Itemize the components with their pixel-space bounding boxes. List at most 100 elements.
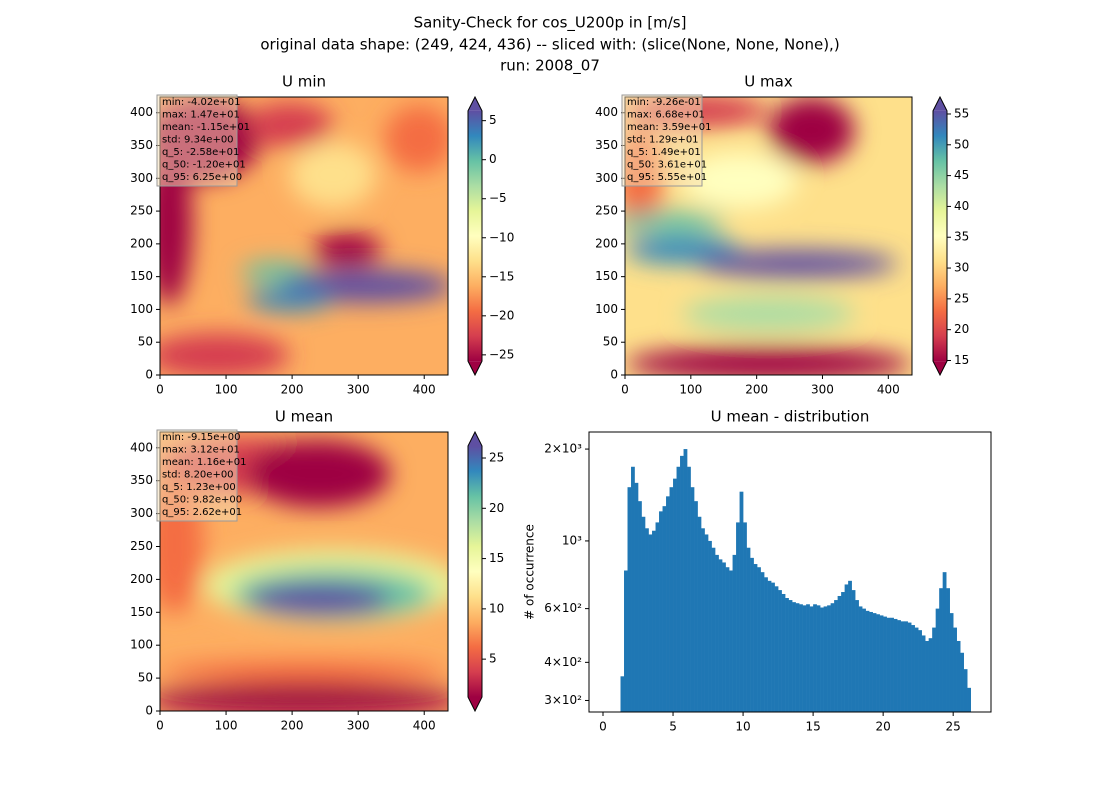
- stats-box: [621, 94, 703, 187]
- heatmap-blob: [240, 261, 310, 284]
- x-tick-label: 300: [347, 719, 370, 733]
- colorbar-tick-label: −10: [489, 230, 514, 244]
- x-tick-label: 300: [347, 383, 370, 397]
- bar: [837, 595, 842, 712]
- bar: [872, 613, 877, 712]
- y-tick-label: 100: [130, 302, 153, 316]
- heatmap-blob: [625, 210, 726, 234]
- colorbar-tick-label: 30: [954, 261, 969, 275]
- axes-title: U max: [744, 73, 793, 91]
- y-tick-label: 300: [130, 506, 153, 520]
- bar: [823, 606, 828, 712]
- bar: [669, 487, 674, 712]
- bar: [704, 534, 709, 712]
- bar: [890, 617, 894, 712]
- colorbar-tick-label: 45: [954, 168, 969, 182]
- stats-line: q_5: 1.49e+01: [627, 147, 701, 158]
- axes-frame: [159, 96, 449, 376]
- colorbar-tick-label: 20: [954, 322, 969, 336]
- colorbar-tick-label: −15: [489, 269, 514, 283]
- bar: [760, 572, 765, 712]
- x-tick-label: 200: [281, 719, 304, 733]
- colorbar-tick-label: 10: [489, 601, 504, 615]
- bar: [806, 604, 810, 712]
- colorbar-frame: [932, 95, 948, 377]
- bar: [694, 501, 698, 712]
- bar: [932, 627, 936, 712]
- bar: [816, 605, 821, 712]
- bar: [855, 600, 859, 712]
- bar: [764, 577, 768, 712]
- x-tick-label: 400: [413, 383, 436, 397]
- bar: [697, 516, 702, 712]
- y-tick-label: 300: [130, 171, 153, 185]
- bar: [785, 598, 789, 712]
- colorbar-frame: [467, 430, 483, 713]
- bar: [739, 491, 744, 712]
- bar: [648, 534, 653, 712]
- y-tick-label: 200: [595, 236, 618, 250]
- y-tick-label: 150: [130, 269, 153, 283]
- bar: [911, 625, 915, 712]
- heatmap-blob: [246, 440, 391, 508]
- stats-line: max: 3.12e+01: [162, 445, 240, 456]
- bar: [652, 530, 656, 712]
- colorbar-tick-label: 5: [489, 652, 497, 666]
- bar: [690, 487, 695, 712]
- stats-line: max: 6.68e+01: [627, 110, 705, 121]
- bar: [729, 570, 733, 712]
- bar: [711, 547, 716, 712]
- suptitle: run: 2008_07: [500, 57, 600, 76]
- stats-line: mean: -1.15e+01: [162, 122, 250, 133]
- heatmap-blob: [384, 105, 448, 173]
- colorbar-tick-label: 50: [954, 137, 969, 151]
- bar: [736, 522, 740, 712]
- bar: [844, 584, 849, 712]
- bar: [813, 604, 817, 712]
- bar: [967, 687, 971, 712]
- colorbar-tick-label: 35: [954, 230, 969, 244]
- stats-line: mean: 3.59e+01: [627, 122, 711, 133]
- axes-frame: [588, 431, 992, 713]
- stats-line: std: 9.34e+00: [162, 135, 234, 146]
- colorbar-frame: [467, 95, 483, 377]
- x-tick-label: 20: [876, 720, 891, 734]
- bar: [715, 554, 719, 712]
- x-tick-label: 25: [946, 720, 961, 734]
- colorbar-extend-max: [468, 97, 482, 111]
- stats-line: q_50: 3.61e+01: [627, 160, 707, 171]
- bar: [886, 617, 891, 712]
- y-tick-label: 350: [595, 138, 618, 152]
- stats-box: [156, 94, 238, 187]
- bar: [946, 588, 950, 712]
- y-tick-label: 0: [145, 704, 153, 718]
- y-tick-label: 3×10²: [544, 693, 582, 707]
- bar: [788, 600, 793, 712]
- x-tick-label: 0: [156, 719, 164, 733]
- y-tick-label: 50: [138, 335, 153, 349]
- stats-line: mean: 1.16e+01: [162, 457, 246, 468]
- bar: [900, 621, 905, 712]
- y-tick-label: 50: [138, 671, 153, 685]
- stats-line: min: -4.02e+01: [162, 97, 241, 108]
- suptitle: Sanity-Check for cos_U200p in [m/s]: [414, 14, 687, 33]
- bar: [680, 455, 684, 712]
- heatmap-blob: [682, 152, 798, 209]
- heatmap-field: [160, 437, 448, 711]
- bar: [942, 572, 947, 712]
- y-tick-label: 2×10³: [544, 442, 582, 456]
- heatmap-blob: [625, 347, 912, 375]
- bar: [904, 621, 908, 712]
- x-tick-label: 300: [811, 383, 834, 397]
- stats-line: q_95: 5.55e+01: [627, 172, 707, 183]
- heatmap-blob: [246, 582, 391, 617]
- bar: [918, 630, 922, 712]
- heatmap-blob: [160, 333, 290, 375]
- stats-line: q_95: 2.62e+01: [162, 507, 242, 518]
- bar: [641, 516, 646, 712]
- bar: [746, 547, 751, 712]
- y-tick-label: 0: [145, 368, 153, 382]
- bar: [848, 580, 852, 712]
- bar: [907, 622, 912, 712]
